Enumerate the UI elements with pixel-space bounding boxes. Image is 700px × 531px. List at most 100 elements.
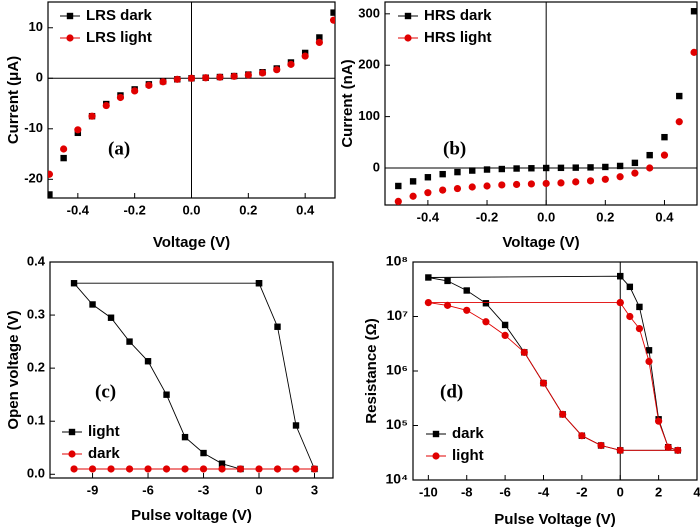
x-tick-label: 4 xyxy=(693,484,700,499)
marker-circle xyxy=(483,182,491,190)
marker-circle xyxy=(520,348,528,356)
legend-entry: light xyxy=(62,423,120,440)
marker-square xyxy=(444,277,451,285)
x-tick-label: -0.2 xyxy=(123,202,145,217)
x-axis-label: Pulse Voltage (V) xyxy=(494,511,615,528)
marker-square xyxy=(395,182,402,190)
marker-square xyxy=(661,133,668,141)
legend-entry: LRS dark xyxy=(60,7,153,24)
marker-circle xyxy=(631,169,639,177)
y-tick-label: -10 xyxy=(24,120,43,135)
marker-circle xyxy=(660,151,669,159)
marker-circle xyxy=(74,126,82,134)
plot-area xyxy=(48,9,335,198)
marker-circle xyxy=(674,446,682,454)
x-tick-label: -0.4 xyxy=(67,202,90,217)
marker-circle xyxy=(626,312,634,321)
marker-circle xyxy=(159,78,167,86)
marker-circle xyxy=(255,465,263,473)
marker-circle xyxy=(258,69,267,77)
marker-square xyxy=(617,272,624,280)
marker-circle xyxy=(216,73,224,81)
marker-square xyxy=(482,300,490,307)
marker-circle xyxy=(616,298,624,307)
marker-circle xyxy=(107,465,115,473)
legend-label: dark xyxy=(88,445,120,462)
x-tick-label: -6 xyxy=(499,484,511,499)
marker-circle xyxy=(597,441,605,450)
marker-circle xyxy=(559,410,567,418)
marker-square xyxy=(528,165,535,172)
marker-square xyxy=(163,391,170,398)
y-tick-label: 0.0 xyxy=(27,466,45,481)
y-tick-label: 10⁴ xyxy=(386,471,409,487)
marker-circle xyxy=(88,112,96,120)
y-axis-label: Current (nA) xyxy=(339,59,356,147)
marker-circle xyxy=(664,443,672,451)
marker-square xyxy=(676,92,683,100)
panel-annotation: (a) xyxy=(108,138,130,159)
marker-square xyxy=(626,283,634,291)
marker-circle xyxy=(187,74,196,82)
marker-square xyxy=(89,301,96,308)
x-tick-label: 3 xyxy=(311,482,318,497)
marker-circle xyxy=(513,180,521,189)
marker-square xyxy=(557,164,565,172)
marker-circle xyxy=(144,465,152,473)
y-tick-label: 0 xyxy=(373,159,380,174)
marker-circle xyxy=(116,93,125,102)
panel: -10 -8 -6 -4 -2 0 2 4 10⁴ 10⁵ 10⁶ 10⁷ 10⁸ Pulse Volta… xyxy=(363,253,700,528)
legend-marker xyxy=(68,450,76,458)
marker-circle xyxy=(236,465,245,473)
marker-circle xyxy=(424,189,432,197)
x-tick-label: 0.2 xyxy=(239,202,257,217)
marker-circle xyxy=(287,60,295,68)
marker-circle xyxy=(439,186,447,194)
marker-circle xyxy=(539,379,548,387)
marker-circle xyxy=(310,465,319,473)
marker-square xyxy=(424,174,432,181)
marker-square xyxy=(316,34,323,41)
marker-circle xyxy=(181,465,189,473)
plot-area xyxy=(394,8,697,205)
marker-circle xyxy=(675,118,683,126)
x-tick-label: 0.4 xyxy=(655,209,674,224)
marker-circle xyxy=(655,417,663,425)
x-tick-label: -4 xyxy=(538,484,550,499)
marker-circle xyxy=(645,357,653,366)
x-axis-label: Pulse voltage (V) xyxy=(131,507,252,524)
x-tick-label: -8 xyxy=(461,484,473,499)
marker-circle xyxy=(273,66,281,74)
marker-square xyxy=(602,163,609,171)
y-tick-label: 0.1 xyxy=(27,413,45,428)
marker-circle xyxy=(482,318,490,326)
legend-label: light xyxy=(452,447,484,464)
marker-circle xyxy=(202,74,210,82)
x-tick-label: -9 xyxy=(87,482,99,497)
marker-square xyxy=(454,168,461,176)
marker-circle xyxy=(301,52,309,60)
x-tick-label: -6 xyxy=(142,482,154,497)
marker-circle xyxy=(601,175,609,183)
marker-circle xyxy=(690,48,697,56)
marker-circle xyxy=(463,306,471,314)
y-tick-label: 200 xyxy=(358,57,380,72)
marker-square xyxy=(645,347,653,354)
marker-square xyxy=(330,9,335,16)
y-tick-label: -20 xyxy=(24,171,43,186)
marker-square xyxy=(690,8,697,15)
legend-marker xyxy=(432,452,440,460)
marker-circle xyxy=(315,38,323,47)
marker-circle xyxy=(424,298,432,307)
marker-circle xyxy=(527,180,535,188)
y-tick-label: 100 xyxy=(358,108,380,123)
marker-square xyxy=(425,274,432,281)
panel: -0.4 -0.2 0.0 0.2 0.4 0 100 200 300 Voltage (V) Cu… xyxy=(339,1,698,251)
marker-circle xyxy=(70,465,78,473)
marker-square xyxy=(616,162,624,170)
marker-circle xyxy=(329,16,335,24)
marker-circle xyxy=(230,72,238,80)
panel-annotation: (b) xyxy=(443,138,466,159)
marker-circle xyxy=(173,75,181,83)
